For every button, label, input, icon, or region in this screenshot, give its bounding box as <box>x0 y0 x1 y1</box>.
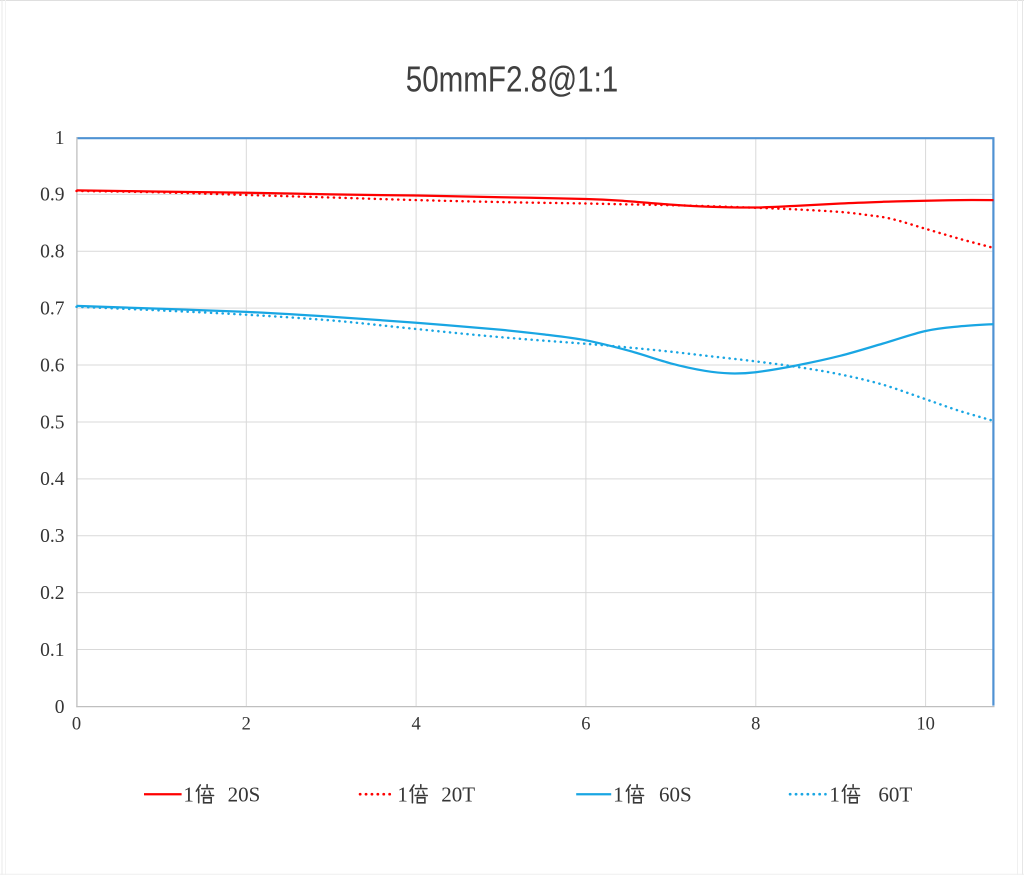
svg-text:20S: 20S <box>228 782 261 806</box>
svg-text:1: 1 <box>829 782 840 806</box>
svg-text:0.6: 0.6 <box>40 355 65 376</box>
svg-text:0: 0 <box>55 697 65 718</box>
svg-text:0.1: 0.1 <box>40 640 64 661</box>
svg-text:2: 2 <box>242 715 251 735</box>
svg-text:60T: 60T <box>878 782 912 806</box>
svg-text:1: 1 <box>613 782 624 806</box>
svg-text:4: 4 <box>411 715 420 735</box>
svg-text:20T: 20T <box>441 782 475 806</box>
svg-text:1: 1 <box>183 782 194 806</box>
svg-text:60S: 60S <box>659 782 692 806</box>
svg-text:0.2: 0.2 <box>40 583 64 604</box>
svg-text:8: 8 <box>751 715 760 735</box>
svg-text:0.3: 0.3 <box>40 526 64 547</box>
svg-text:0.4: 0.4 <box>40 469 65 490</box>
svg-text:6: 6 <box>581 715 590 735</box>
svg-text:0.8: 0.8 <box>40 242 64 263</box>
svg-text:0: 0 <box>72 715 81 735</box>
svg-text:10: 10 <box>916 715 935 735</box>
svg-text:0.5: 0.5 <box>40 412 64 433</box>
svg-text:0.7: 0.7 <box>40 299 65 320</box>
svg-text:50mmF2.8@1:1: 50mmF2.8@1:1 <box>406 59 619 100</box>
svg-text:1: 1 <box>397 782 408 806</box>
svg-text:0.9: 0.9 <box>40 185 64 206</box>
svg-text:1: 1 <box>55 128 65 149</box>
